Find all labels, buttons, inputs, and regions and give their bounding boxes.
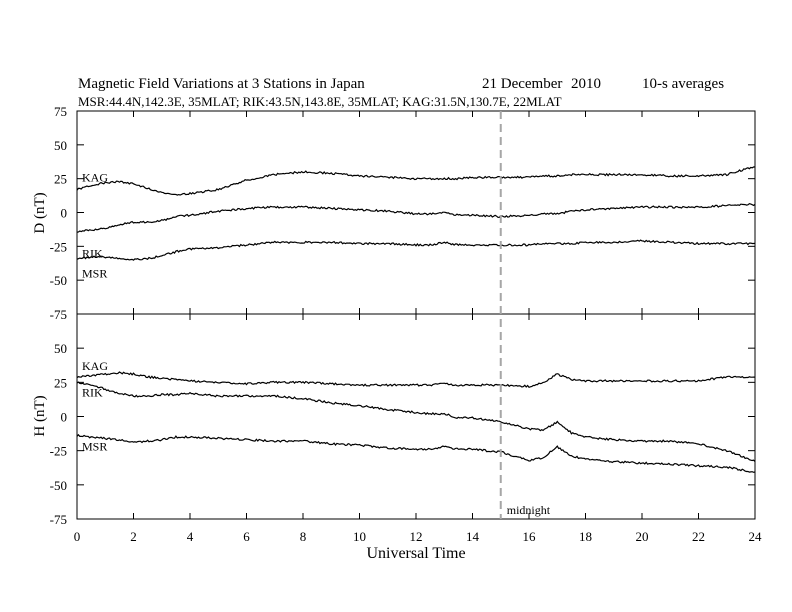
x-tick-label: 12 <box>410 529 423 544</box>
midnight-label: midnight <box>507 503 551 517</box>
averaging-label: 10-s averages <box>642 76 724 92</box>
y-tick-label: -75 <box>50 512 67 527</box>
y-tick-label: -25 <box>50 239 67 254</box>
y-tick-label: 25 <box>54 375 67 390</box>
panel-h-ticks: 50 25 0 -25 -50 -75 <box>50 313 756 527</box>
series-label-msr: MSR <box>82 440 107 454</box>
series-line-kag <box>76 166 756 196</box>
stations-line: MSR:44.4N,142.3E, 35MLAT; RIK:43.5N,143.… <box>78 94 562 109</box>
x-tick-label: 8 <box>300 529 307 544</box>
x-tick-label: 10 <box>353 529 366 544</box>
y-tick-label: 50 <box>54 341 67 356</box>
panel-h-ylabel: H (nT) <box>32 395 48 436</box>
y-tick-label: 75 <box>54 104 67 119</box>
y-tick-label: -50 <box>50 478 67 493</box>
x-tick-label: 4 <box>187 529 194 544</box>
x-tick-label: 6 <box>243 529 250 544</box>
x-axis: 0 2 4 6 8 10 12 14 16 18 20 22 24 <box>74 529 762 544</box>
x-axis-label: Universal Time <box>366 545 465 562</box>
x-tick-label: 14 <box>466 529 480 544</box>
x-tick-label: 16 <box>523 529 537 544</box>
y-tick-label: -50 <box>50 273 67 288</box>
x-tick-label: 24 <box>749 529 763 544</box>
figure-title: Magnetic Field Variations at 3 Stations … <box>78 76 365 92</box>
series-line-msr <box>76 239 756 261</box>
series-label-rik: RIK <box>82 385 103 399</box>
panel-d-frame <box>76 110 756 315</box>
panel-d-ylabel: D (nT) <box>32 192 48 233</box>
series-line-msr <box>76 433 756 473</box>
y-tick-label: 50 <box>54 138 67 153</box>
panel-h: 50 25 0 -25 -50 -75 KAG RIK MSR <box>50 313 756 527</box>
series-line-rik <box>76 203 756 233</box>
y-tick-label: -75 <box>50 307 67 322</box>
series-line-kag <box>76 371 755 389</box>
y-tick-label: -25 <box>50 444 67 459</box>
y-tick-label: 0 <box>61 206 68 221</box>
figure-year: 2010 <box>571 76 601 92</box>
panel-d-ticks: 75 50 25 0 -25 -50 -75 <box>50 104 756 322</box>
x-tick-label: 22 <box>692 529 705 544</box>
y-tick-label: 25 <box>54 172 67 187</box>
x-tick-label: 20 <box>636 529 649 544</box>
panel-h-series: KAG RIK MSR <box>76 359 756 473</box>
panel-h-frame <box>76 313 756 520</box>
y-tick-label: 0 <box>61 410 68 425</box>
x-tick-label: 0 <box>74 529 81 544</box>
series-label-msr: MSR <box>82 267 107 281</box>
x-tick-label: 2 <box>130 529 137 544</box>
series-label-kag: KAG <box>82 170 108 184</box>
series-label-kag: KAG <box>82 359 108 373</box>
x-tick-label: 18 <box>579 529 592 544</box>
figure-date: 21 December <box>482 76 562 92</box>
series-line-rik <box>76 381 756 462</box>
